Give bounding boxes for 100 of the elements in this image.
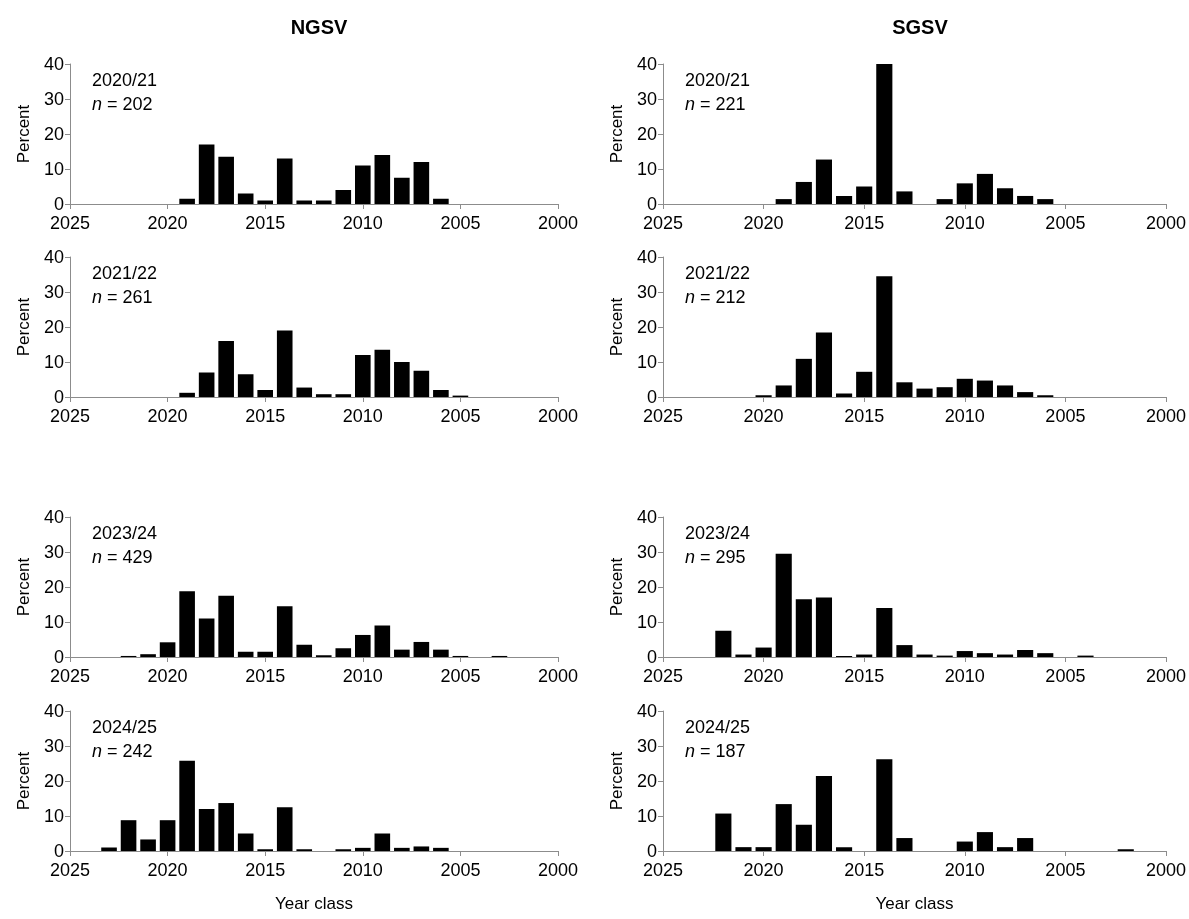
x-tick-label: 2020 <box>743 860 784 880</box>
x-tick-label: 2025 <box>49 406 91 426</box>
x-tick-label: 2000 <box>537 860 579 880</box>
x-tick-label: 2010 <box>342 213 383 233</box>
x-tick-label: 2005 <box>440 213 481 233</box>
x-tick-label: 2020 <box>147 666 188 686</box>
x-tick-label: 2015 <box>844 213 885 233</box>
x-tick-label: 2005 <box>1045 406 1086 426</box>
bar <box>374 349 391 397</box>
bar <box>755 647 772 657</box>
bar <box>976 653 993 657</box>
bar <box>896 838 913 851</box>
bar <box>354 847 371 851</box>
annotation: n = 261 <box>92 287 153 307</box>
annotation: 2020/21 <box>685 70 751 90</box>
bar <box>179 198 195 204</box>
y-tick-label: 0 <box>646 647 657 667</box>
y-tick-label: 10 <box>636 806 657 826</box>
bar <box>354 355 371 397</box>
x-tick-label: 2015 <box>844 666 885 686</box>
y-tick-label: 20 <box>636 577 657 597</box>
y-tick-label: 10 <box>43 159 64 179</box>
y-tick-label: 0 <box>646 387 657 407</box>
y-axis-title: Percent <box>14 557 33 617</box>
bar <box>856 371 873 397</box>
y-tick-label: 30 <box>43 542 64 562</box>
bar <box>735 847 752 851</box>
bar <box>775 553 792 657</box>
bar <box>775 804 792 851</box>
bar <box>198 809 215 851</box>
bar <box>715 630 732 657</box>
x-tick-label: 2000 <box>1145 213 1186 233</box>
x-tick-label: 2025 <box>642 860 684 880</box>
y-tick-label: 30 <box>43 282 64 302</box>
y-tick-label: 10 <box>43 612 64 632</box>
y-tick-label: 40 <box>636 507 657 527</box>
bar <box>976 380 993 397</box>
bar <box>976 832 993 851</box>
bar <box>218 341 234 397</box>
y-tick-label: 10 <box>43 806 64 826</box>
y-axis-title: Percent <box>607 751 626 811</box>
bar <box>1017 392 1034 397</box>
bar <box>394 847 410 851</box>
bar <box>394 649 410 657</box>
bar <box>296 387 313 397</box>
x-tick-label: 2010 <box>944 213 985 233</box>
bar <box>815 776 833 851</box>
y-tick-label: 30 <box>636 89 657 109</box>
bar <box>374 625 391 657</box>
bar <box>276 158 293 204</box>
x-tick-label: 2015 <box>245 406 286 426</box>
y-tick-label: 30 <box>43 736 64 756</box>
x-tick-label: 2015 <box>245 666 286 686</box>
x-tick-label: 2020 <box>743 666 784 686</box>
bar <box>354 165 371 204</box>
x-tick-label: 2005 <box>440 406 481 426</box>
bar <box>795 599 812 657</box>
bar <box>296 644 313 657</box>
annotation: 2021/22 <box>92 263 158 283</box>
bar <box>413 641 430 657</box>
bar <box>1037 199 1054 204</box>
bar <box>795 181 812 204</box>
bar <box>257 651 274 657</box>
y-axis-title: Percent <box>14 751 33 811</box>
x-tick-label: 2020 <box>743 406 784 426</box>
bar <box>896 382 913 397</box>
y-tick-label: 30 <box>636 282 657 302</box>
annotation: n = 187 <box>685 741 746 761</box>
bar <box>815 332 833 397</box>
bar <box>876 64 893 204</box>
y-tick-label: 40 <box>636 54 657 74</box>
annotation: n = 212 <box>685 287 746 307</box>
x-tick-label: 2015 <box>844 406 885 426</box>
x-tick-label: 2010 <box>342 406 383 426</box>
y-tick-label: 0 <box>646 841 657 861</box>
x-tick-label: 2000 <box>537 666 579 686</box>
bar <box>996 847 1014 851</box>
x-tick-label: 2010 <box>944 666 985 686</box>
x-tick-label: 2015 <box>245 213 286 233</box>
bar <box>956 378 973 397</box>
y-tick-label: 40 <box>43 247 64 267</box>
bar <box>775 199 792 204</box>
bar <box>179 760 195 851</box>
bar <box>775 385 792 397</box>
x-tick-label: 2020 <box>743 213 784 233</box>
bar <box>198 618 215 657</box>
bar <box>856 186 873 204</box>
bar <box>179 392 195 397</box>
x-tick-label: 2025 <box>642 666 684 686</box>
bar <box>795 358 812 397</box>
y-axis-title: Percent <box>14 104 33 164</box>
y-tick-label: 40 <box>636 701 657 721</box>
x-tick-label: 2010 <box>342 860 383 880</box>
bar <box>896 191 913 204</box>
y-tick-label: 0 <box>53 194 64 214</box>
y-tick-label: 0 <box>53 841 64 861</box>
annotation: n = 202 <box>92 94 153 114</box>
annotation: 2021/22 <box>685 263 751 283</box>
y-tick-label: 10 <box>636 352 657 372</box>
bar <box>936 387 953 397</box>
